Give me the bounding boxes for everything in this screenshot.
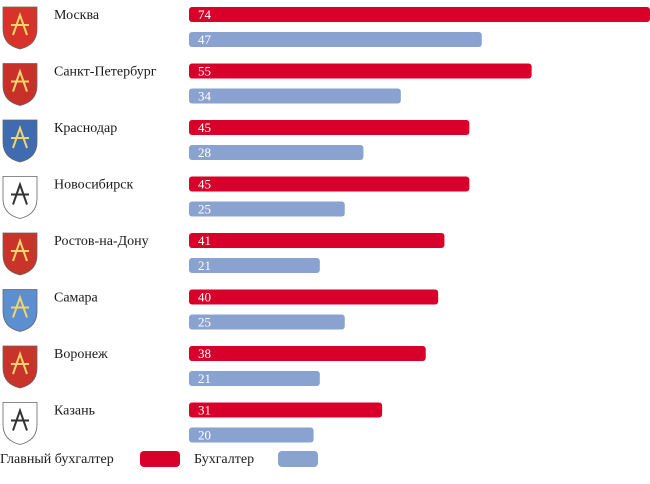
data-label: 38 (198, 346, 211, 361)
legend-label-secondary: Бухгалтер (194, 452, 255, 467)
coat-of-arms-icon (2, 6, 38, 50)
emblem-figure-icon (11, 407, 29, 431)
data-label: 34 (198, 89, 212, 104)
category-label: Самара (54, 291, 99, 306)
coat-of-arms-icon (2, 176, 38, 219)
coat-of-arms-icon (2, 289, 38, 332)
legend-swatch-secondary (278, 451, 318, 467)
bar-secondary (189, 427, 314, 443)
bar-secondary (189, 201, 345, 217)
category-row: Казань 31 20 (2, 402, 383, 445)
data-label: 45 (198, 177, 211, 192)
data-label: 25 (198, 315, 211, 330)
category-row: Новосибирск 45 25 (2, 176, 470, 219)
bar-secondary (189, 32, 482, 47)
category-label: Санкт-Петербург (54, 65, 157, 80)
category-label: Москва (54, 8, 100, 23)
bar-primary (189, 233, 445, 248)
emblem-figure-icon (11, 68, 29, 92)
emblem-figure-icon (11, 181, 29, 205)
data-label: 21 (198, 371, 211, 386)
category-label: Краснодар (54, 121, 117, 136)
data-label: 41 (198, 233, 211, 248)
data-label: 74 (198, 7, 212, 22)
data-label: 20 (198, 428, 211, 443)
bar-primary (189, 402, 383, 418)
bar-secondary (189, 314, 345, 330)
bar-primary (189, 120, 470, 135)
coat-of-arms-icon (2, 345, 38, 389)
category-label: Ростов-на-Дону (54, 234, 149, 249)
category-label: Новосибирск (54, 178, 134, 193)
coat-of-arms-icon (2, 119, 38, 163)
bar-primary (189, 176, 470, 192)
category-row: Самара 40 25 (2, 289, 439, 332)
data-label: 47 (198, 32, 212, 47)
data-label: 40 (198, 290, 211, 305)
category-row: Краснодар 45 28 (2, 119, 470, 163)
data-label: 28 (198, 145, 211, 160)
data-label: 55 (198, 64, 211, 79)
emblem-figure-icon (11, 124, 29, 149)
coat-of-arms-icon (2, 232, 38, 276)
bar-primary (189, 346, 426, 361)
legend: Главный бухгалтер Бухгалтер (0, 450, 650, 470)
data-label: 21 (198, 258, 211, 273)
legend-label-primary: Главный бухгалтер (0, 452, 114, 467)
category-label: Воронеж (54, 347, 108, 362)
data-label: 31 (198, 403, 211, 418)
emblem-figure-icon (11, 350, 29, 375)
emblem-figure-icon (11, 237, 29, 262)
bar-secondary (189, 258, 320, 273)
data-label: 25 (198, 202, 211, 217)
bar-secondary (189, 145, 364, 160)
category-row: Санкт-Петербург 55 34 (2, 63, 532, 106)
bar-primary (189, 7, 650, 22)
category-row: Ростов-на-Дону 41 21 (2, 232, 445, 276)
coat-of-arms-icon (2, 402, 38, 445)
emblem-figure-icon (11, 11, 29, 36)
coat-of-arms-icon (2, 63, 38, 106)
data-label: 45 (198, 120, 211, 135)
bar-secondary (189, 371, 320, 386)
legend-swatch-primary (140, 451, 180, 467)
bar-primary (189, 63, 532, 79)
category-row: Воронеж 38 21 (2, 345, 426, 389)
category-row: Москва 74 47 (2, 6, 650, 50)
emblem-figure-icon (11, 294, 29, 318)
bar-primary (189, 289, 439, 305)
bar-secondary (189, 88, 401, 104)
category-label: Казань (54, 404, 95, 419)
